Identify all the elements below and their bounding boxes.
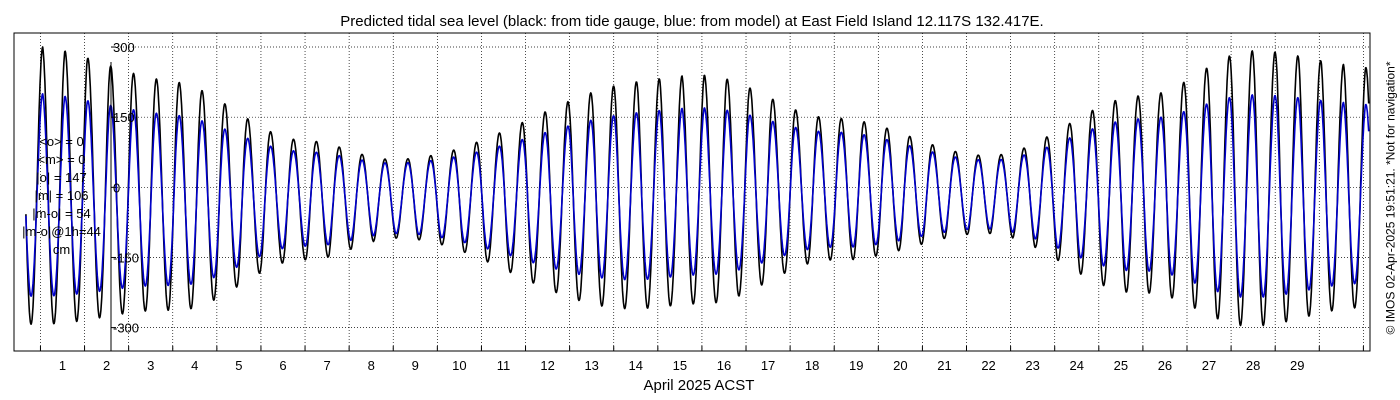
y-tick-label: 150 — [113, 110, 135, 125]
x-tick-label: 26 — [1158, 358, 1172, 373]
y-tick-label: 0 — [113, 180, 120, 195]
x-tick-label: 22 — [981, 358, 995, 373]
x-tick-label: 6 — [279, 358, 286, 373]
credit-text-wrap: © IMOS 02-Apr-2025 19:51:21. *Not for na… — [1381, 15, 1399, 380]
x-tick-label: 5 — [235, 358, 242, 373]
x-tick-label: 7 — [323, 358, 330, 373]
y-tick-label: -300 — [113, 321, 139, 336]
x-tick-label: 15 — [673, 358, 687, 373]
x-tick-label: 11 — [497, 358, 511, 373]
tide-gauge-series-line — [25, 46, 1370, 327]
y-axis: -300 -150 0 150 300 — [110, 40, 139, 351]
y-tick-label: -150 — [113, 250, 139, 265]
x-tick-label: 14 — [629, 358, 643, 373]
model-series-line — [25, 93, 1370, 298]
x-tick-label: 24 — [1070, 358, 1084, 373]
model-abs-stat: |m| = 106 — [34, 188, 89, 203]
x-tick-label: 29 — [1290, 358, 1304, 373]
x-tick-label: 8 — [368, 358, 375, 373]
x-tick-label: 21 — [937, 358, 951, 373]
diff-abs-stat: |m-o| = 54 — [32, 206, 91, 221]
x-tick-label: 13 — [584, 358, 598, 373]
chart-title: Predicted tidal sea level (black: from t… — [340, 13, 1043, 30]
obs-mean-stat: <o> = 0 — [39, 134, 84, 149]
unit-label: cm — [52, 242, 71, 257]
x-axis-label: April 2025 ACST — [644, 377, 755, 394]
x-tick-label: 20 — [893, 358, 907, 373]
x-tick-label: 3 — [147, 358, 154, 373]
obs-abs-stat: |o| = 147 — [36, 170, 87, 185]
x-axis: 1 2 3 4 5 6 7 8 9 10 11 12 13 14 15 16 17 18 19 20 21 22 23 24 2… — [39, 346, 1364, 373]
credit-text: © IMOS 02-Apr-2025 19:51:21. *Not for na… — [1383, 61, 1397, 334]
diff-1h-stat: |m-o|@1h=44 — [22, 224, 101, 239]
x-tick-label: 4 — [191, 358, 198, 373]
x-tick-label: 12 — [540, 358, 554, 373]
x-tick-label: 17 — [761, 358, 775, 373]
y-tick-label: 300 — [113, 40, 135, 55]
x-tick-label: 18 — [805, 358, 819, 373]
x-tick-label: 1 — [59, 358, 66, 373]
x-tick-label: 9 — [412, 358, 419, 373]
x-tick-label: 27 — [1202, 358, 1216, 373]
x-tick-label: 2 — [103, 358, 110, 373]
model-mean-stat: <m> = 0 — [37, 152, 86, 167]
plot-frame — [13, 32, 1371, 352]
stats-panel: <o> = 0 <m> = 0 |o| = 147 |m| = 106 |m-o… — [0, 133, 123, 259]
x-tick-label: 16 — [717, 358, 731, 373]
x-tick-label: 28 — [1246, 358, 1260, 373]
x-tick-label: 19 — [849, 358, 863, 373]
x-tick-label: 25 — [1114, 358, 1128, 373]
x-tick-label: 10 — [452, 358, 466, 373]
x-tick-label: 23 — [1025, 358, 1039, 373]
series-layer — [25, 46, 1370, 327]
